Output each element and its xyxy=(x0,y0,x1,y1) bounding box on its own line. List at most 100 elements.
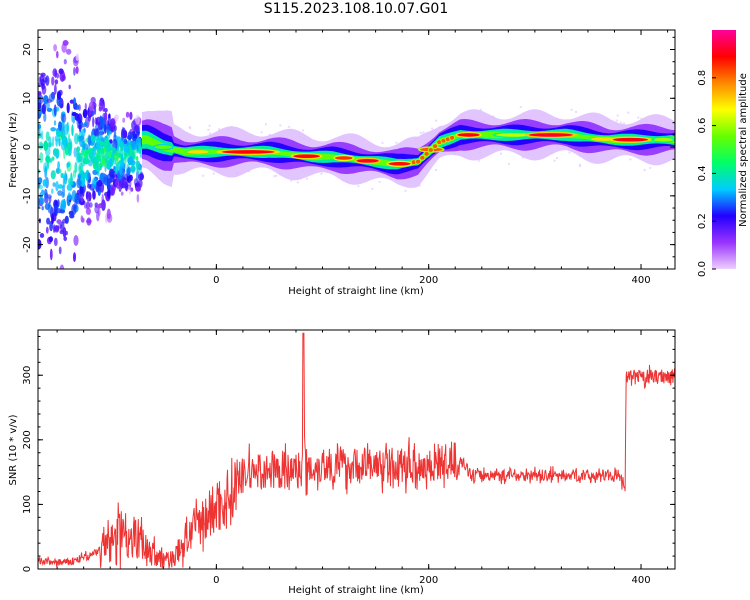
noise-blob xyxy=(76,189,80,196)
noise-blob xyxy=(135,185,141,192)
noise-blob xyxy=(54,135,60,142)
speckle xyxy=(381,141,384,144)
noise-blob xyxy=(104,111,108,122)
speckle xyxy=(268,133,271,136)
noise-blob xyxy=(51,156,55,161)
noise-blob xyxy=(77,124,83,130)
spectrogram-frame xyxy=(37,29,676,270)
noise-blob xyxy=(51,213,55,225)
noise-blob xyxy=(41,206,44,211)
noise-blob xyxy=(120,191,124,196)
speckle xyxy=(578,165,581,168)
noise-blob xyxy=(75,53,80,61)
noise-blob xyxy=(73,147,77,158)
noise-blob xyxy=(50,127,57,132)
noise-blob xyxy=(59,230,64,235)
noise-blob xyxy=(41,103,47,115)
speckle xyxy=(622,122,625,125)
noise-blob xyxy=(113,129,117,138)
speckle xyxy=(404,189,407,192)
noise-blob xyxy=(56,50,59,59)
noise-blob xyxy=(55,181,59,192)
noise-blob xyxy=(58,121,62,132)
noise-blob xyxy=(57,199,60,208)
noise-blob xyxy=(69,99,75,104)
noise-blob xyxy=(129,111,133,120)
noise-blob xyxy=(88,110,92,116)
speckle xyxy=(434,168,437,171)
speckle xyxy=(620,121,622,124)
speckle xyxy=(212,172,215,175)
noise-blob xyxy=(48,136,52,148)
noise-blob xyxy=(38,184,44,190)
speckle xyxy=(616,114,619,117)
noise-blob xyxy=(46,217,51,225)
noise-blob xyxy=(53,104,57,117)
noise-blob xyxy=(69,180,74,186)
noise-blob xyxy=(129,174,133,181)
noise-blob xyxy=(138,173,145,181)
speckle xyxy=(371,187,374,190)
noise-blob xyxy=(38,123,42,130)
ridge-hot xyxy=(186,150,209,154)
noise-blob xyxy=(53,120,57,126)
speckle xyxy=(643,168,646,171)
ridge-blob xyxy=(427,147,434,153)
speckle xyxy=(500,152,502,155)
noise-blob xyxy=(114,114,119,122)
spectrogram-panel: 0 200 400 -20 -10 0 10 20 Height of straight li… xyxy=(8,29,676,297)
speckle xyxy=(202,174,205,177)
noise-blob xyxy=(136,156,139,161)
noise-blob xyxy=(110,186,116,196)
noise-blob xyxy=(79,186,84,197)
noise-blob xyxy=(46,194,52,199)
noise-blob xyxy=(54,225,60,232)
noise-blob xyxy=(43,112,47,122)
noise-blob xyxy=(132,131,135,139)
noise-blob xyxy=(70,172,73,182)
noise-blob xyxy=(90,134,96,142)
y-tick-label: 0 xyxy=(22,566,33,572)
y-tick-label: 10 xyxy=(22,92,33,105)
noise-blob xyxy=(38,91,42,96)
snr-x-axis-label: Height of straight line (km) xyxy=(288,585,424,596)
noise-blob xyxy=(138,146,142,154)
speckle xyxy=(208,124,211,127)
speckle xyxy=(422,131,425,134)
noise-blob xyxy=(98,101,104,110)
noise-blob xyxy=(62,175,66,188)
snr-axes: 0 200 400 0 100 200 300 xyxy=(22,330,675,586)
noise-blob xyxy=(39,152,44,164)
noise-blob xyxy=(51,76,55,86)
ridge-hot xyxy=(293,154,320,158)
speckle xyxy=(248,170,251,173)
noise-blob xyxy=(57,190,63,196)
noise-blob xyxy=(64,215,69,224)
y-tick-label: 100 xyxy=(22,495,33,514)
ridge-hot xyxy=(457,133,480,137)
noise-blob xyxy=(77,155,81,162)
noise-blob xyxy=(75,66,79,74)
x-tick-label: 0 xyxy=(213,575,219,586)
ridge-hot xyxy=(335,156,353,160)
speckle xyxy=(207,128,210,131)
ridge-blob xyxy=(432,143,439,150)
noise-blob xyxy=(127,131,132,141)
speckle xyxy=(305,177,308,180)
noise-blob xyxy=(80,196,84,203)
ridge-blob xyxy=(423,151,430,157)
x-tick-label: 0 xyxy=(213,275,219,286)
speckle xyxy=(477,159,480,162)
noise-blob xyxy=(52,182,56,187)
noise-blob xyxy=(85,207,91,215)
noise-blob xyxy=(66,162,71,168)
noise-blob xyxy=(44,188,48,200)
noise-blob xyxy=(38,197,41,209)
x-tick-label: 400 xyxy=(631,575,650,586)
noise-blob xyxy=(47,204,53,214)
noise-blob xyxy=(60,199,67,210)
noise-blob xyxy=(119,175,122,180)
noise-blob xyxy=(71,111,77,117)
colorbar-tick-label: 0.6 xyxy=(697,118,708,134)
